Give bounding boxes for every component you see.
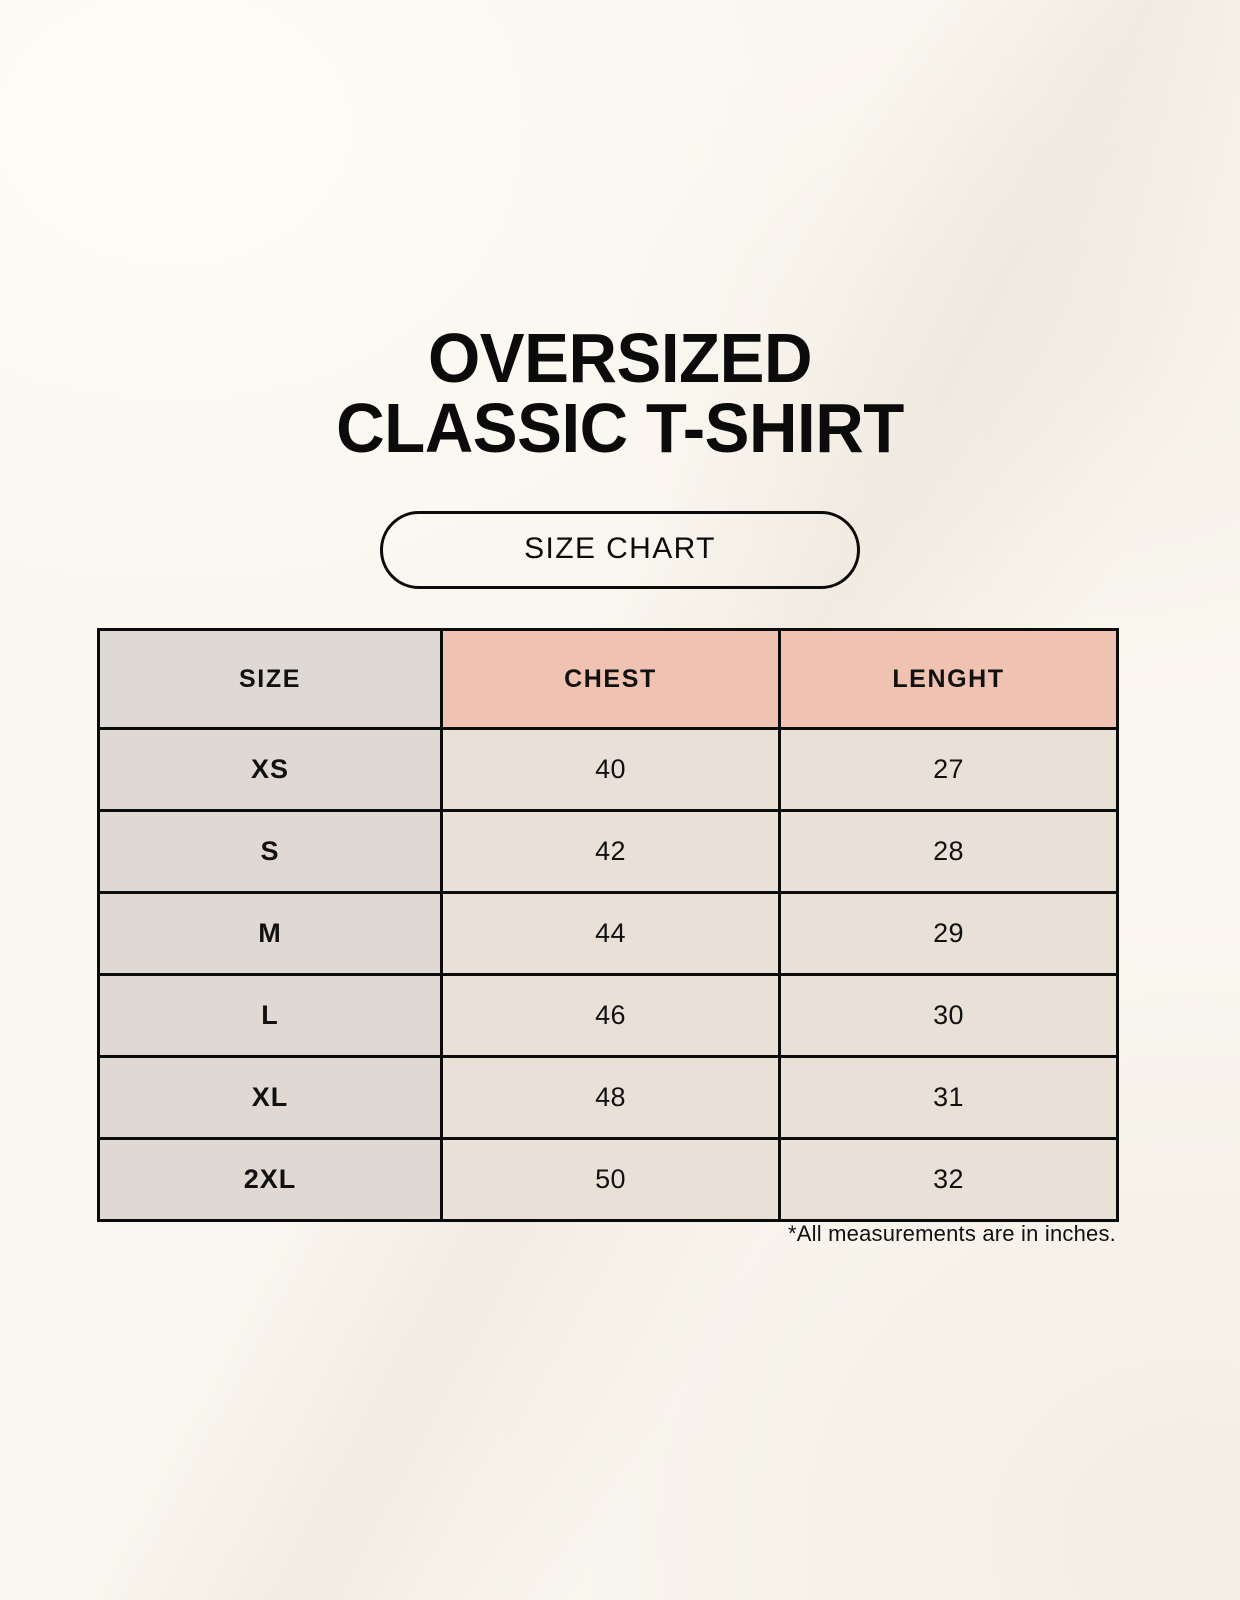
size-table-wrap: SIZE CHEST LENGHT XS 40 27 S 42 28 M: [97, 628, 1119, 1222]
cell-size: 2XL: [97, 1137, 443, 1222]
cell-size: XL: [97, 1055, 443, 1140]
table-row: M 44 29: [97, 891, 1119, 976]
cell-length: 32: [778, 1137, 1119, 1222]
table-row: XL 48 31: [97, 1055, 1119, 1140]
cell-size: M: [97, 891, 443, 976]
cell-length: 30: [778, 973, 1119, 1058]
size-table: SIZE CHEST LENGHT XS 40 27 S 42 28 M: [97, 628, 1119, 1222]
cell-chest: 40: [440, 727, 781, 812]
page-title: OVERSIZED CLASSIC T-SHIRT: [0, 319, 1240, 468]
cell-chest: 50: [440, 1137, 781, 1222]
column-header-size: SIZE: [97, 628, 443, 730]
cell-chest: 42: [440, 809, 781, 894]
cell-chest: 48: [440, 1055, 781, 1140]
cell-size: S: [97, 809, 443, 894]
table-row: S 42 28: [97, 809, 1119, 894]
size-chart-badge-label: SIZE CHART: [524, 532, 716, 565]
table-row: L 46 30: [97, 973, 1119, 1058]
cell-size: XS: [97, 727, 443, 812]
table-row: 2XL 50 32: [97, 1137, 1119, 1222]
measurements-footnote: *All measurements are in inches.: [788, 1221, 1116, 1246]
size-chart-badge-wrap: SIZE CHART: [0, 511, 1240, 589]
cell-chest: 44: [440, 891, 781, 976]
title-line-1: OVERSIZED: [427, 319, 813, 397]
cell-length: 27: [778, 727, 1119, 812]
cell-length: 28: [778, 809, 1119, 894]
cell-chest: 46: [440, 973, 781, 1058]
size-chart-badge: SIZE CHART: [380, 511, 860, 589]
table-row: XS 40 27: [97, 727, 1119, 812]
cell-length: 29: [778, 891, 1119, 976]
column-header-length: LENGHT: [778, 628, 1119, 730]
table-header-row: SIZE CHEST LENGHT: [97, 628, 1119, 730]
title-line-2: CLASSIC T-SHIRT: [336, 389, 904, 468]
column-header-chest: CHEST: [440, 628, 781, 730]
cell-size: L: [97, 973, 443, 1058]
cell-length: 31: [778, 1055, 1119, 1140]
